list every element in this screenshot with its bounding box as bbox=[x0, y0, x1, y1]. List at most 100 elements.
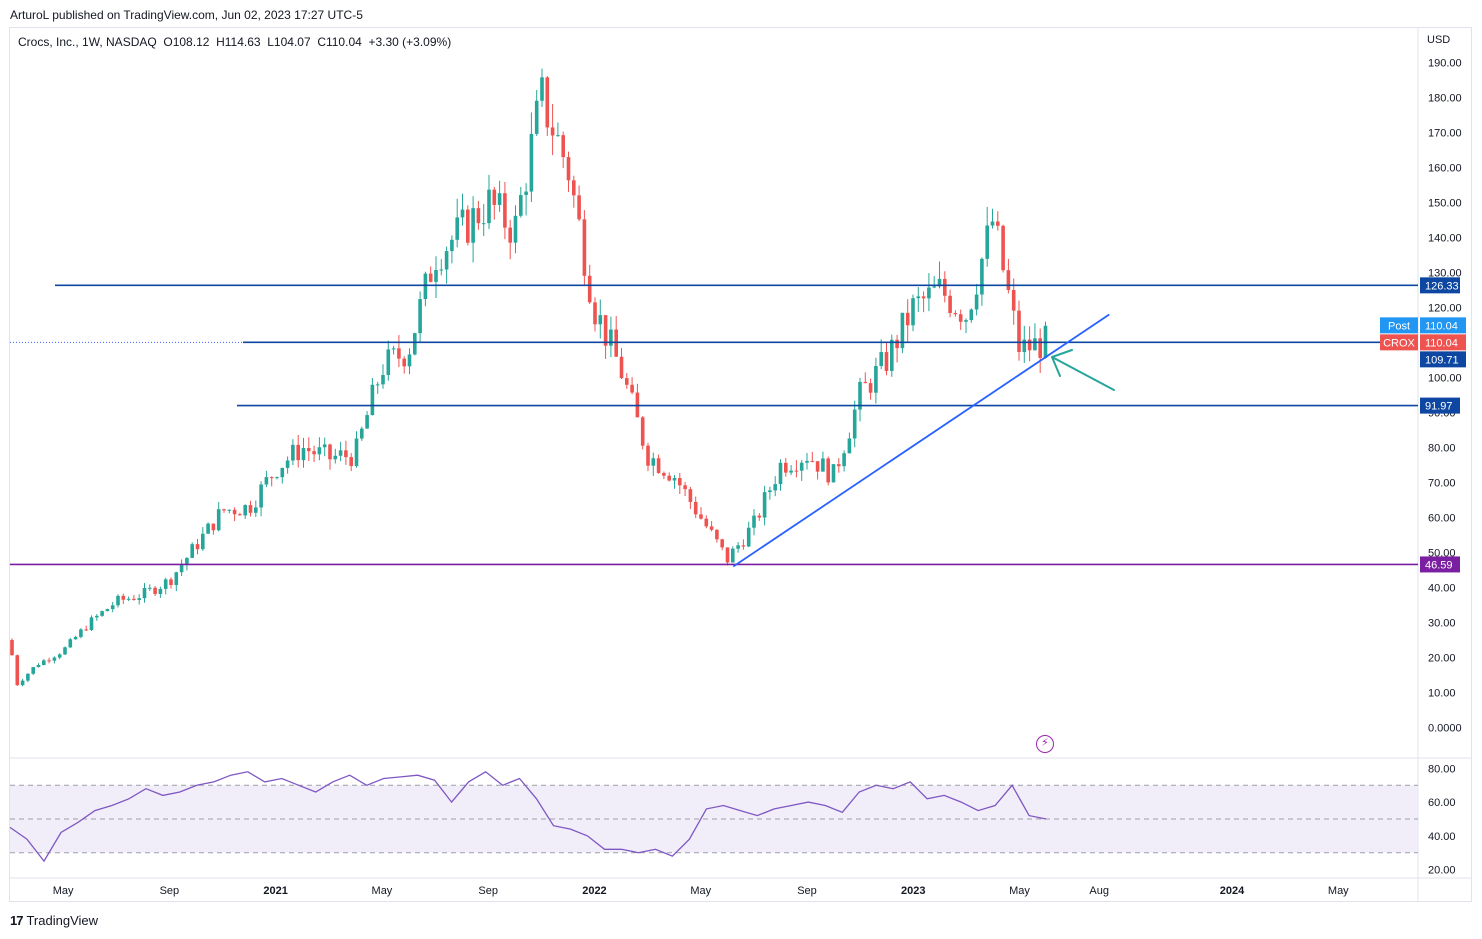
candle-down bbox=[572, 180, 576, 196]
candle-down bbox=[1017, 310, 1021, 352]
price-tick-label: 170.00 bbox=[1428, 128, 1462, 140]
candle-down bbox=[402, 358, 406, 367]
candle-down bbox=[1038, 338, 1042, 358]
candle-down bbox=[577, 195, 581, 220]
footer-brand[interactable]: 17 TradingView bbox=[10, 913, 98, 928]
time-tick-label: May bbox=[1328, 885, 1349, 897]
candle-down bbox=[1027, 339, 1032, 351]
candle-down bbox=[709, 526, 714, 530]
candle-up bbox=[73, 636, 78, 640]
candle-down bbox=[222, 509, 226, 511]
candle-up bbox=[985, 225, 989, 259]
price-tick-label: 60.00 bbox=[1428, 513, 1456, 525]
candle-down bbox=[1011, 290, 1016, 311]
candle-down bbox=[566, 157, 571, 181]
candle-down bbox=[953, 313, 958, 315]
candle-down bbox=[741, 545, 746, 547]
rsi-tick-label: 40.00 bbox=[1428, 831, 1456, 843]
candle-down bbox=[1001, 225, 1005, 271]
price-tick-label: 70.00 bbox=[1428, 478, 1456, 490]
candle-up bbox=[243, 505, 247, 516]
candle-up bbox=[513, 215, 518, 243]
candle-down bbox=[826, 458, 830, 483]
candle-up bbox=[773, 484, 777, 491]
candle-up bbox=[762, 492, 767, 518]
lightning-icon[interactable]: ⚡ bbox=[1036, 735, 1054, 753]
candle-down bbox=[810, 460, 815, 462]
candle-down bbox=[153, 587, 157, 595]
candle-down bbox=[269, 477, 274, 479]
candle-down bbox=[132, 598, 136, 600]
candle-up bbox=[370, 384, 375, 416]
candle-down bbox=[640, 417, 645, 446]
price-tick-label: 40.00 bbox=[1428, 583, 1456, 595]
candle-down bbox=[587, 275, 592, 303]
time-tick-label: May bbox=[1009, 885, 1030, 897]
candle-up bbox=[291, 444, 295, 461]
price-value-tag-text: 109.71 bbox=[1425, 354, 1459, 366]
price-value-tag-text: 110.04 bbox=[1425, 337, 1458, 349]
candle-down bbox=[943, 278, 947, 296]
candle-down bbox=[232, 509, 237, 515]
price-value-tag bbox=[1420, 317, 1466, 334]
candle-down bbox=[211, 523, 216, 531]
tradingview-logo-icon: 17 bbox=[10, 913, 24, 928]
candle-up bbox=[148, 587, 152, 589]
candle-up bbox=[1033, 338, 1037, 351]
price-tick-label: 120.00 bbox=[1428, 303, 1462, 315]
candle-down bbox=[10, 640, 14, 656]
candle-up bbox=[799, 462, 804, 471]
candle-down bbox=[603, 315, 608, 346]
price-tick-label: 140.00 bbox=[1428, 233, 1462, 245]
candle-up bbox=[190, 544, 194, 558]
candle-up bbox=[990, 221, 995, 226]
candle-up bbox=[174, 572, 179, 586]
time-tick-label: Sep bbox=[797, 885, 817, 897]
candle-up bbox=[126, 598, 131, 600]
candle-up bbox=[42, 660, 46, 666]
candle-down bbox=[837, 464, 841, 467]
candle-down bbox=[688, 489, 693, 502]
candle-up bbox=[911, 298, 915, 326]
currency-label[interactable]: USD bbox=[1427, 34, 1451, 46]
candle-down bbox=[884, 352, 889, 371]
candle-up bbox=[460, 209, 465, 218]
candle-up bbox=[932, 286, 936, 288]
candle-down bbox=[466, 209, 470, 243]
candle-up bbox=[609, 329, 613, 346]
footer-brand-name: TradingView bbox=[26, 913, 99, 928]
candle-up bbox=[519, 195, 523, 216]
candle-down bbox=[863, 381, 868, 384]
symbol-tag bbox=[1380, 317, 1418, 334]
candle-up bbox=[651, 458, 656, 466]
candle-up bbox=[110, 605, 115, 610]
candle-down bbox=[84, 629, 88, 631]
candle-up bbox=[338, 450, 343, 456]
candle-up bbox=[874, 365, 878, 393]
time-tick-label: 2022 bbox=[582, 885, 606, 897]
symbol-legend: Crocs, Inc., 1W, NASDAQ O108.12 H114.63 … bbox=[18, 35, 451, 49]
candle-up bbox=[852, 409, 857, 439]
candle-up bbox=[481, 223, 486, 225]
candle-up bbox=[68, 639, 73, 648]
candle-up bbox=[63, 647, 67, 655]
candle-up bbox=[598, 315, 603, 325]
time-tick-label: 2021 bbox=[263, 885, 287, 897]
candle-up bbox=[375, 384, 380, 386]
candle-down bbox=[630, 384, 634, 393]
candle-up bbox=[672, 478, 677, 481]
candle-up bbox=[116, 595, 120, 606]
candle-up bbox=[185, 557, 189, 566]
candle-up bbox=[285, 460, 290, 468]
candle-down bbox=[492, 189, 497, 205]
candle-up bbox=[842, 453, 846, 467]
candle-down bbox=[545, 77, 550, 128]
price-tick-label: 190.00 bbox=[1428, 58, 1462, 70]
candle-up bbox=[534, 100, 539, 134]
candle-up bbox=[95, 615, 99, 618]
candle-up bbox=[736, 545, 740, 549]
level-price-tag-text: 126.33 bbox=[1425, 280, 1459, 292]
candle-down bbox=[725, 547, 730, 563]
candle-down bbox=[646, 445, 650, 466]
